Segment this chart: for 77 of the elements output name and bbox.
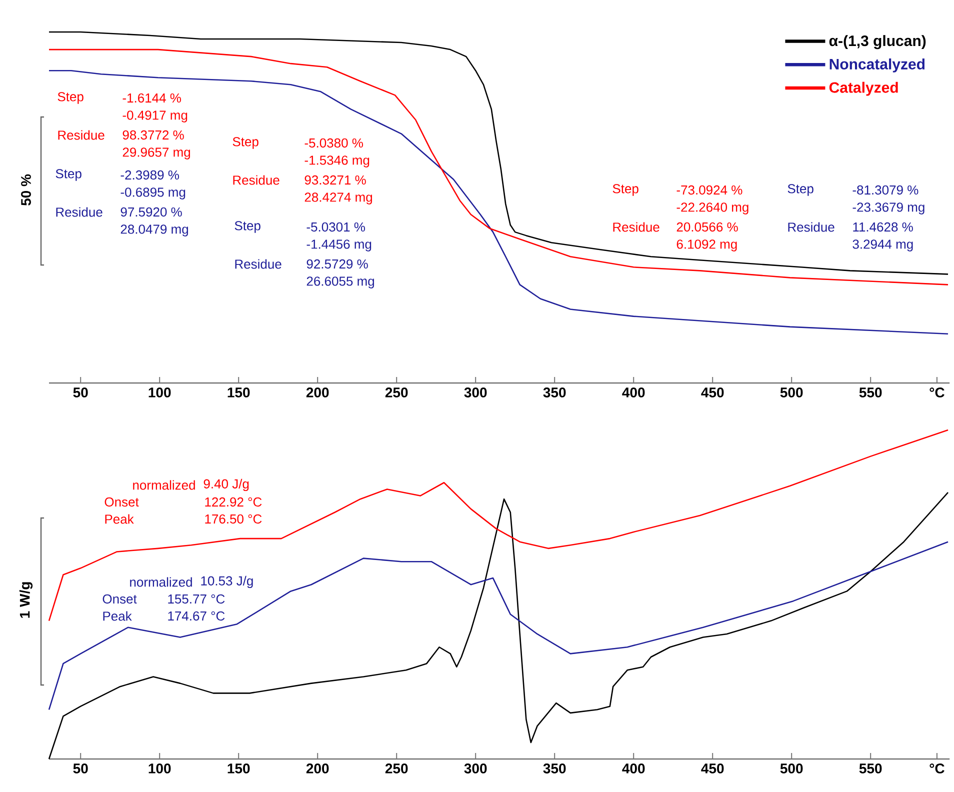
annotation: 98.3772 % — [122, 130, 184, 140]
annotation: -0.6895 mg — [120, 188, 186, 200]
y-axis-title: 1 W/g — [19, 582, 33, 618]
x-tick-label: 500 — [780, 764, 803, 774]
annotation: 6.1092 mg — [676, 240, 737, 252]
x-tick-label: 200 — [306, 764, 329, 774]
x-tick-label: 450 — [701, 764, 724, 774]
annotation: 20.0566 % — [676, 222, 738, 232]
x-tick-label: 150 — [228, 764, 250, 774]
annotation: -1.5346 mg — [304, 156, 370, 168]
legend-label: α-(1,3 glucan) — [829, 35, 926, 50]
annotation: 97.5920 % — [120, 207, 182, 217]
x-tick-label: 550 — [859, 764, 882, 774]
x-tick-label: 350 — [543, 388, 566, 398]
x-tick-label: 400 — [622, 764, 645, 774]
x-tick-label: 400 — [622, 388, 645, 398]
annotation: 10.53 J/g — [201, 576, 253, 588]
annotation: normalized — [133, 480, 195, 490]
annotation: 174.67 °C — [168, 611, 225, 621]
annotation: 9.40 J/g — [204, 478, 249, 492]
annotation: -2.3989 % — [120, 170, 179, 180]
annotation: 92.5729 % — [306, 259, 368, 269]
x-tick-label: 250 — [385, 764, 408, 774]
legend-label: Catalyzed — [829, 82, 898, 96]
x-tick-label: 100 — [148, 764, 171, 774]
annotation: -5.0301 % — [306, 222, 365, 232]
annotation: Step — [234, 221, 260, 233]
x-tick-label: °C — [930, 764, 944, 774]
annotation: -5.0380 % — [304, 138, 363, 148]
x-tick-label: 500 — [780, 388, 803, 398]
x-tick-label: 550 — [859, 388, 882, 398]
legend-label: Noncatalyzed — [830, 58, 925, 72]
annotation: Peak — [103, 611, 132, 621]
annotation: 28.0479 mg — [120, 224, 188, 236]
annotation: Step — [232, 137, 258, 149]
annotation: 29.9657 mg — [122, 148, 190, 160]
annotation: Peak — [105, 514, 134, 524]
annotation: 93.3271 % — [304, 175, 366, 185]
annotation: Residue — [56, 207, 102, 217]
annotation: Step — [58, 92, 84, 104]
annotation: -22.2640 mg — [676, 202, 748, 214]
x-tick-label: 200 — [306, 388, 329, 398]
annotation: -81.3079 % — [852, 185, 918, 195]
annotation: Residue — [613, 222, 660, 232]
annotation: Step — [612, 184, 638, 196]
annotation: Onset — [104, 497, 139, 507]
annotation: 28.4274 mg — [304, 192, 372, 204]
x-tick-label: 300 — [464, 764, 487, 774]
annotation: Residue — [235, 259, 282, 269]
annotation: -0.4917 mg — [122, 110, 188, 122]
x-tick-label: 300 — [464, 388, 487, 398]
annotation: 3.2944 mg — [852, 240, 913, 252]
x-tick-label: 50 — [73, 764, 88, 774]
y-axis-title: 50 % — [21, 174, 31, 206]
annotation: Onset — [102, 594, 137, 604]
annotation: Residue — [788, 222, 834, 232]
annotation: -23.3679 mg — [852, 202, 924, 214]
annotation: 11.4628 % — [853, 222, 913, 232]
x-tick-label: 350 — [543, 764, 566, 774]
annotation: normalized — [130, 577, 192, 587]
x-tick-label: 50 — [73, 388, 88, 398]
annotation: Residue — [233, 175, 280, 185]
annotation: 155.77 °C — [168, 594, 225, 604]
annotation: -73.0924 % — [676, 185, 742, 195]
annotation: 176.50 °C — [205, 514, 262, 524]
annotation: 122.92 °C — [205, 497, 262, 507]
annotation: Step — [56, 169, 82, 181]
annotation: -1.6144 % — [122, 93, 181, 103]
annotation: Step — [788, 184, 814, 196]
annotation: Residue — [58, 130, 104, 140]
annotation: 26.6055 mg — [306, 276, 374, 288]
x-tick-label: 150 — [228, 388, 250, 398]
annotation: -1.4456 mg — [306, 240, 372, 252]
x-tick-label: 100 — [148, 388, 171, 398]
x-tick-label: °C — [930, 388, 944, 398]
x-tick-label: 450 — [701, 388, 724, 398]
x-tick-label: 250 — [385, 388, 408, 398]
